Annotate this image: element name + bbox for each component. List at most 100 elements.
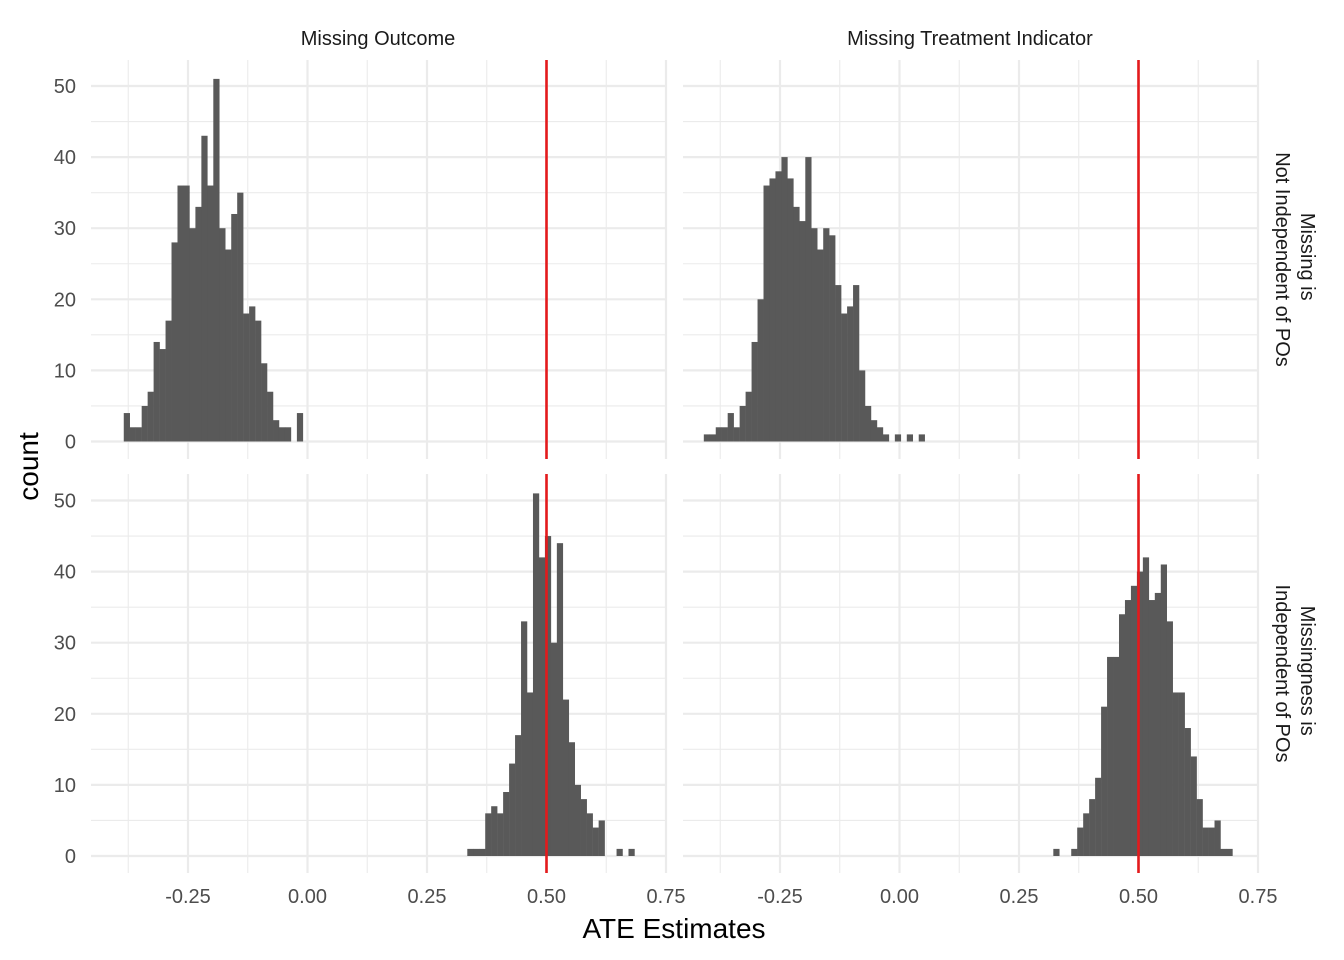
- panel-r0-c1-bar-36: [918, 434, 925, 442]
- y-tick-label-row1-0: 0: [65, 846, 76, 868]
- panel-r1-c0-bar-5: [497, 813, 504, 856]
- panel-r0-c0-bar-6: [159, 349, 166, 442]
- panel-r0-c1-bar-6: [739, 405, 746, 442]
- facet-strip-row-independent-line2: Independent of POs: [1271, 585, 1293, 763]
- panel-r1-c1-bar-5: [1083, 813, 1090, 856]
- facet-strip-row-not-independent-line2: Not Independent of POs: [1271, 152, 1293, 367]
- panel-r1-c1-bar-12: [1124, 600, 1132, 856]
- panel-r0-c0-bar-12: [195, 206, 202, 442]
- panel-r1-c0-bar-27: [628, 848, 635, 856]
- panel-r1-c0-bar-6: [503, 792, 510, 856]
- y-tick-label-row0-40: 40: [54, 147, 76, 169]
- panel-r1-c0-bar-2: [479, 848, 486, 856]
- panel-r1-c0-bar-25: [616, 848, 623, 856]
- x-tick-label-col0-0-25: 0.25: [408, 886, 447, 908]
- panel-r0-c1-bar-2: [715, 427, 722, 442]
- panel-r0-c0-bar-22: [255, 320, 262, 442]
- panel-r0-c1-bar-3: [721, 427, 728, 442]
- y-tick-label-row0-50: 50: [54, 76, 76, 98]
- panel-r0-c0-bar-17: [225, 249, 232, 442]
- panel-r0-c1-bar-27: [865, 405, 872, 442]
- panel-r0-c0-bar-15: [213, 78, 220, 442]
- panel-r0-c1-bar-32: [894, 434, 902, 442]
- panel-r1-c0-bar-11: [532, 493, 540, 856]
- y-tick-label-row0-10: 10: [54, 360, 76, 382]
- panel-r1-c0-bar-19: [580, 799, 587, 856]
- panel-r1-c1-bar-27: [1214, 820, 1221, 856]
- panel-r0-c1-bar-0: [703, 434, 711, 442]
- panel-r0-c1-bar-26: [859, 370, 866, 442]
- panel-r0-c0-bar-24: [267, 391, 274, 442]
- y-tick-label-row1-20: 20: [54, 704, 76, 726]
- y-tick-label-row0-20: 20: [54, 289, 76, 311]
- panel-r0-c1-bar-10: [763, 185, 770, 442]
- panel-r1-c1-bar-18: [1160, 564, 1167, 856]
- x-axis-title: ATE Estimates: [582, 913, 765, 944]
- panel-r0-c0-bar-19: [237, 192, 244, 442]
- panel-r0-c1-bar-1: [709, 434, 716, 442]
- panel-r1-c0-bar-4: [491, 806, 498, 856]
- panel-r0-c1-bar-7: [745, 391, 752, 442]
- panel-r1-c1-bar-15: [1142, 557, 1150, 856]
- panel-r0-c1-bar-8: [751, 341, 758, 442]
- x-tick-label-col1-0-25: 0.25: [1000, 886, 1039, 908]
- panel-r0-c0-bar-14: [207, 185, 214, 442]
- panel-r0-c0-bar-0: [123, 413, 130, 442]
- panel-r1-c1: [683, 474, 1260, 873]
- x-tick-label-col1-0-75: 0.75: [1239, 886, 1278, 908]
- panel-r0-c0-bar-8: [171, 242, 178, 442]
- panel-r0-c1-bar-23: [841, 313, 848, 442]
- panel-r0-c1-bar-9: [757, 299, 764, 442]
- x-tick-label-col0-0-5: 0.50: [527, 886, 566, 908]
- panel-r1-c1-bar-17: [1154, 592, 1162, 856]
- panel-r0-c0-bar-10: [183, 185, 190, 442]
- labels-layer: Missing Outcome Missing Treatment Indica…: [13, 28, 1318, 944]
- panel-r1-c1-bar-0: [1053, 848, 1060, 856]
- panel-r0-c0-bar-4: [147, 391, 154, 442]
- y-tick-label-row1-50: 50: [54, 491, 76, 513]
- panel-r1-c1-bar-8: [1101, 706, 1108, 856]
- panel-r0-c1-bar-4: [727, 413, 734, 442]
- x-tick-label-col1-0-25: -0.25: [757, 886, 803, 908]
- y-tick-label-row1-30: 30: [54, 633, 76, 655]
- panel-r1-c0-bar-9: [521, 621, 528, 856]
- panel-r0-c0-bar-21: [249, 306, 256, 442]
- y-tick-label-row0-0: 0: [65, 432, 76, 454]
- panel-r0-c1-bar-5: [733, 427, 740, 442]
- x-tick-label-col0-0-25: -0.25: [165, 886, 211, 908]
- panel-r1-c1-bar-10: [1113, 656, 1120, 856]
- panel-r1-c1-bar-3: [1071, 848, 1078, 856]
- panel-r1-c1-bar-4: [1077, 827, 1084, 856]
- facet-strip-row-independent-line1: Missingness is: [1296, 606, 1318, 736]
- panel-r1-c0-bar-13: [544, 536, 552, 856]
- y-axis-title: count: [13, 432, 44, 501]
- panel-r1-c0-bar-14: [550, 642, 558, 856]
- panel-r1-c0-bar-0: [467, 848, 474, 856]
- panel-r0-c0-bar-29: [296, 413, 304, 442]
- panel-r1-c1-bar-16: [1148, 600, 1156, 856]
- panel-r0-c1-bar-29: [876, 427, 884, 442]
- panel-r1-c0-bar-17: [568, 742, 576, 856]
- x-tick-label-col1-0-5: 0.50: [1119, 886, 1158, 908]
- panels-layer: [91, 60, 1260, 873]
- panel-r1-c1-bar-23: [1190, 756, 1197, 856]
- panel-r0-c1-bar-25: [853, 285, 860, 442]
- panel-r0-c1-bar-21: [829, 235, 836, 442]
- panel-r0-c1-bar-17: [805, 157, 812, 442]
- panel-r1-c0-bar-18: [574, 784, 581, 856]
- panel-r1-c1-bar-26: [1208, 827, 1215, 856]
- panel-r0-c0-bar-7: [165, 320, 172, 442]
- panel-r1-c0: [91, 474, 668, 873]
- panel-r1-c1-bar-13: [1130, 585, 1138, 856]
- panel-r0-c1-bar-13: [781, 157, 788, 442]
- panel-r0-c0-bar-25: [273, 420, 280, 442]
- panel-r0-c0-bar-3: [141, 405, 148, 442]
- panel-r0-c1-bar-18: [811, 228, 818, 442]
- panel-r0-c0-bar-13: [201, 135, 208, 442]
- panel-r0-c1-bar-14: [787, 178, 794, 442]
- panel-r0-c0-bar-1: [129, 427, 136, 442]
- panel-r0-c1-bar-20: [823, 228, 830, 442]
- panel-r0-c0-bar-27: [284, 427, 292, 442]
- panel-r1-c0-bar-8: [515, 735, 522, 856]
- panel-r0-c1-bar-16: [799, 221, 806, 442]
